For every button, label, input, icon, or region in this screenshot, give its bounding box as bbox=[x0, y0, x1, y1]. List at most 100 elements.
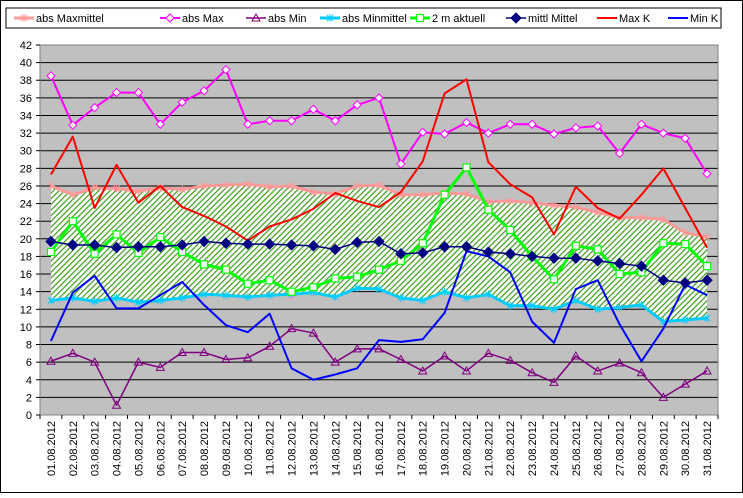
point-abs-minmittel-6 bbox=[156, 296, 164, 305]
point-abs-max-15 bbox=[352, 100, 362, 110]
point-abs-min-16 bbox=[374, 343, 384, 353]
point-abs-maxmittel-3 bbox=[91, 183, 99, 192]
point-abs-minmittel-9 bbox=[222, 291, 230, 300]
xtick-label-17: 17.08.2012 bbox=[396, 421, 408, 476]
xtick-label-20: 20.08.2012 bbox=[461, 421, 473, 476]
point-abs-min-22 bbox=[505, 355, 516, 364]
point-abs-max-29 bbox=[658, 128, 669, 138]
point-2-m-aktuell-3 bbox=[90, 249, 99, 258]
point-abs-minmittel-8 bbox=[200, 290, 208, 299]
point-abs-max-3 bbox=[89, 102, 100, 113]
point-abs-maxmittel-9 bbox=[222, 181, 230, 190]
point-abs-maxmittel-24 bbox=[550, 201, 558, 210]
point-abs-maxmittel-29 bbox=[659, 215, 667, 224]
xtick-label-25: 25.08.2012 bbox=[571, 421, 583, 476]
point-abs-max-20 bbox=[461, 117, 472, 128]
point-abs-min-5 bbox=[133, 357, 144, 366]
point-mittl-mittel-3 bbox=[88, 239, 101, 251]
point-abs-max-12 bbox=[286, 116, 297, 126]
series-abs-max bbox=[46, 64, 712, 179]
point-mittl-mittel-27 bbox=[613, 257, 626, 270]
xtick-label-6: 06.08.2012 bbox=[155, 421, 167, 476]
point-2-m-aktuell-16 bbox=[374, 265, 384, 274]
xtick-label-27: 27.08.2012 bbox=[615, 421, 627, 476]
point-abs-min-29 bbox=[658, 392, 669, 401]
point-abs-min-28 bbox=[636, 367, 647, 377]
point-2-m-aktuell-1 bbox=[46, 247, 56, 257]
legend-marker-2-m-aktuell bbox=[415, 13, 425, 23]
point-abs-minmittel-25 bbox=[572, 296, 580, 305]
xtick-label-13: 13.08.2012 bbox=[308, 421, 320, 476]
point-abs-minmittel-15 bbox=[353, 284, 361, 293]
point-abs-minmittel-26 bbox=[594, 305, 602, 314]
legend-marker-abs-minmittel bbox=[326, 14, 334, 22]
series-abs-minmittel bbox=[47, 284, 711, 326]
point-abs-maxmittel-25 bbox=[572, 203, 580, 212]
point-abs-max-19 bbox=[439, 129, 450, 139]
ytick-label-42: 42 bbox=[20, 40, 32, 52]
ytick-label-8: 8 bbox=[26, 340, 32, 352]
point-abs-minmittel-31 bbox=[703, 314, 711, 323]
point-abs-min-31 bbox=[702, 365, 712, 375]
point-2-m-aktuell-6 bbox=[156, 232, 165, 242]
point-abs-min-24 bbox=[549, 377, 559, 386]
point-abs-maxmittel-13 bbox=[310, 188, 317, 197]
point-2-m-aktuell-25 bbox=[571, 241, 580, 250]
xtick-label-7: 07.08.2012 bbox=[177, 421, 189, 476]
legend-label-min-k: Min K bbox=[690, 13, 719, 25]
point-2-m-aktuell-22 bbox=[506, 225, 515, 235]
legend-item-2-m-aktuell: 2 m aktuell bbox=[410, 13, 485, 25]
ytick-label-32: 32 bbox=[20, 128, 32, 140]
ytick-label-2: 2 bbox=[26, 392, 32, 404]
legend-item-abs-minmittel: abs Minmittel bbox=[320, 13, 407, 25]
point-abs-max-5 bbox=[133, 87, 144, 98]
ytick-label-36: 36 bbox=[20, 93, 32, 105]
point-abs-minmittel-20 bbox=[463, 293, 470, 302]
xtick-label-5: 05.08.2012 bbox=[133, 421, 145, 476]
point-abs-max-13 bbox=[308, 104, 319, 115]
series-line-max-k bbox=[50, 78, 708, 249]
xtick-label-9: 09.08.2012 bbox=[221, 421, 233, 476]
point-abs-min-14 bbox=[330, 357, 341, 366]
point-abs-min-2 bbox=[67, 348, 78, 357]
xtick-label-24: 24.08.2012 bbox=[549, 421, 561, 476]
point-mittl-mittel-7 bbox=[176, 239, 188, 251]
point-mittl-mittel-1 bbox=[45, 235, 57, 248]
point-abs-min-15 bbox=[352, 343, 362, 353]
xtick-label-22: 22.08.2012 bbox=[505, 421, 517, 476]
point-mittl-mittel-6 bbox=[154, 241, 166, 253]
point-abs-minmittel-3 bbox=[91, 297, 99, 306]
point-abs-maxmittel-31 bbox=[703, 233, 711, 242]
point-mittl-mittel-5 bbox=[132, 241, 145, 253]
point-mittl-mittel-23 bbox=[526, 250, 538, 263]
legend-label-abs-min: abs Min bbox=[268, 13, 307, 25]
legend-marker-mittl-mittel bbox=[510, 12, 522, 24]
point-abs-maxmittel-12 bbox=[288, 181, 295, 190]
point-2-m-aktuell-21 bbox=[484, 205, 493, 214]
point-abs-minmittel-7 bbox=[178, 293, 186, 302]
xtick-label-10: 10.08.2012 bbox=[243, 421, 255, 476]
point-abs-max-14 bbox=[330, 116, 340, 126]
point-2-m-aktuell-11 bbox=[265, 276, 274, 285]
legend-label-2-m-aktuell: 2 m aktuell bbox=[432, 13, 485, 25]
point-abs-max-7 bbox=[177, 97, 187, 107]
ytick-label-18: 18 bbox=[20, 251, 32, 263]
point-mittl-mittel-30 bbox=[679, 277, 691, 289]
point-abs-max-25 bbox=[571, 123, 581, 133]
point-abs-minmittel-11 bbox=[266, 291, 273, 300]
ytick-label-20: 20 bbox=[20, 234, 32, 246]
xtick-label-15: 15.08.2012 bbox=[352, 421, 364, 476]
ytick-label-24: 24 bbox=[20, 199, 32, 211]
point-abs-max-2 bbox=[68, 120, 78, 130]
point-abs-min-20 bbox=[461, 365, 472, 375]
point-abs-max-10 bbox=[243, 119, 253, 129]
point-abs-min-18 bbox=[417, 365, 428, 375]
series-min-k bbox=[50, 250, 708, 381]
ytick-label-6: 6 bbox=[26, 357, 32, 369]
point-abs-max-27 bbox=[614, 148, 625, 159]
point-abs-maxmittel-4 bbox=[113, 184, 120, 193]
xtick-label-4: 04.08.2012 bbox=[112, 421, 124, 476]
ytick-label-16: 16 bbox=[20, 269, 32, 281]
ytick-label-26: 26 bbox=[20, 181, 32, 193]
legend-box bbox=[5, 7, 722, 29]
